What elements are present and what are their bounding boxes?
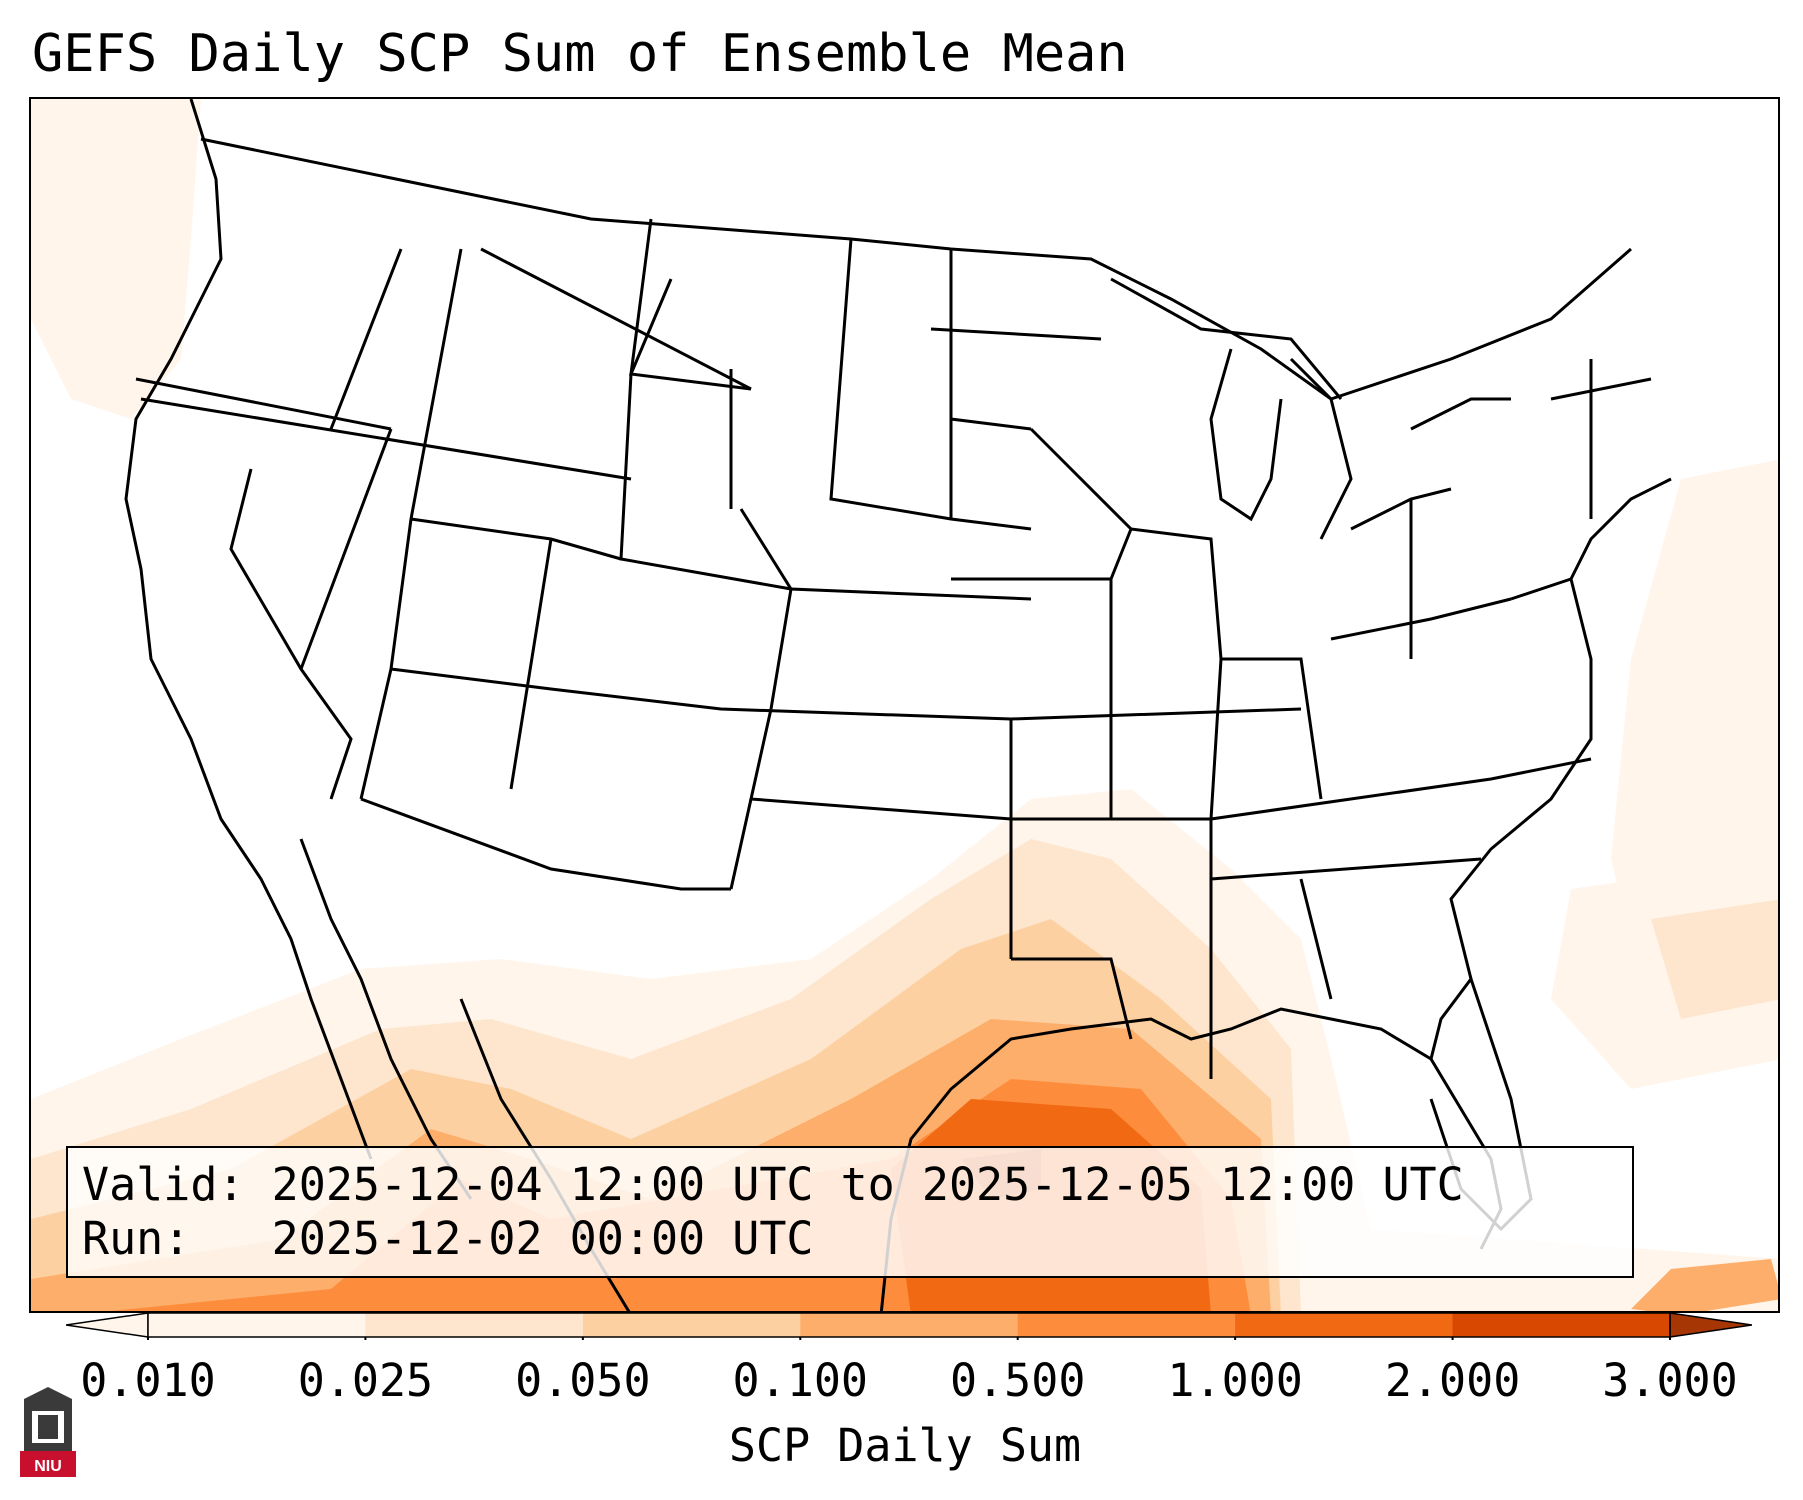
niu-logo-icon: NIU	[20, 1387, 76, 1477]
colorbar-segment	[800, 1313, 1019, 1337]
colorbar-segment	[582, 1313, 801, 1337]
colorbar-segment	[1452, 1313, 1671, 1337]
geographic-boundaries	[124, 99, 1672, 1311]
valid-value: 2025-12-04 12:00 UTC to 2025-12-05 12:00…	[271, 1158, 1464, 1211]
colorbar-tick-label: 3.000	[1602, 1354, 1738, 1407]
colorbar-tick-label: 0.500	[949, 1354, 1086, 1407]
colorbar-segment	[365, 1313, 584, 1337]
logo-text: NIU	[34, 1458, 62, 1475]
run-label: Run:	[82, 1212, 191, 1265]
colorbar-tick-label: 2.000	[1384, 1354, 1521, 1407]
colorbar-tick-label: 1.000	[1167, 1354, 1303, 1407]
colorbar-extend-high	[1669, 1312, 1752, 1338]
colorbar-title: SCP Daily Sum	[728, 1419, 1082, 1472]
colorbar-segment	[1017, 1313, 1236, 1337]
colorbar-segment	[148, 1313, 366, 1337]
map-canvas	[31, 99, 1778, 1311]
colorbar-tick-label: 0.050	[515, 1354, 651, 1407]
map-panel	[29, 97, 1780, 1313]
colorbar-tick-label: 0.010	[80, 1354, 216, 1407]
colorbar-segment	[1235, 1313, 1454, 1337]
valid-label: Valid:	[82, 1158, 245, 1211]
validity-info-box: Valid: 2025-12-04 12:00 UTC to 2025-12-0…	[66, 1146, 1634, 1278]
colorbar	[66, 1312, 1752, 1340]
run-value: 2025-12-02 00:00 UTC	[271, 1212, 814, 1265]
colorbar-border	[147, 1312, 1671, 1338]
colorbar-tick-label: 0.025	[297, 1354, 434, 1407]
chart-title: GEFS Daily SCP Sum of Ensemble Mean	[32, 24, 1128, 84]
run-row: Run: 2025-12-02 00:00 UTC	[82, 1212, 1618, 1266]
valid-row: Valid: 2025-12-04 12:00 UTC to 2025-12-0…	[82, 1158, 1618, 1212]
colorbar-tick-label: 0.100	[732, 1354, 869, 1407]
colorbar-extend-low	[66, 1312, 149, 1338]
